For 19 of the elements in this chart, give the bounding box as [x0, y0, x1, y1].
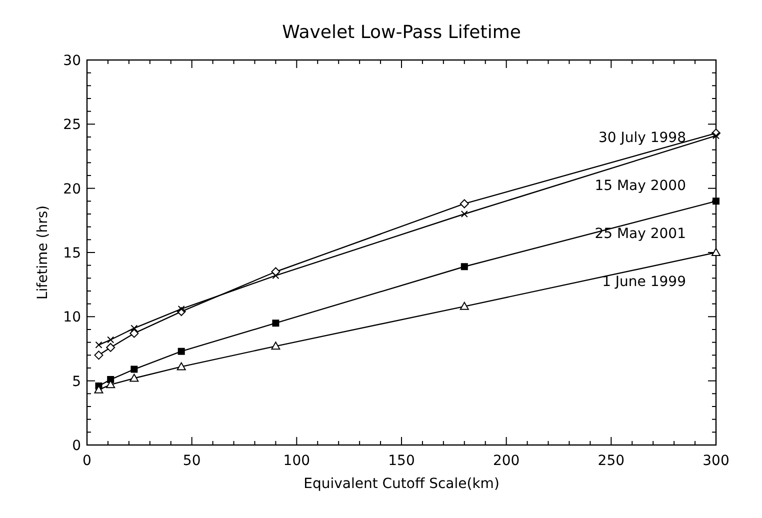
- x-tick-label: 50: [182, 453, 201, 469]
- y-tick-label: 25: [63, 117, 81, 134]
- x-axis-title: Equivalent Cutoff Scale(km): [304, 476, 500, 492]
- y-tick-label: 0: [72, 438, 81, 454]
- x-tick-label: 100: [283, 453, 310, 469]
- y-tick-label: 5: [72, 374, 81, 390]
- x-tick-label: 300: [702, 453, 730, 469]
- y-tick-label: 10: [63, 310, 81, 326]
- y-tick-label: 30: [63, 53, 81, 69]
- y-tick-label: 20: [63, 181, 81, 198]
- legend-label: 30 July 1998: [598, 130, 686, 146]
- x-tick-label: 200: [492, 453, 520, 469]
- x-tick-label: 150: [388, 453, 415, 469]
- chart-title: Wavelet Low-Pass Lifetime: [282, 22, 521, 43]
- y-tick-label: 15: [63, 246, 81, 262]
- legend-label: 15 May 2000: [594, 178, 686, 194]
- y-axis-title: Lifetime (hrs): [35, 205, 51, 300]
- x-tick-label: 250: [598, 453, 625, 469]
- x-tick-label: 0: [82, 453, 92, 469]
